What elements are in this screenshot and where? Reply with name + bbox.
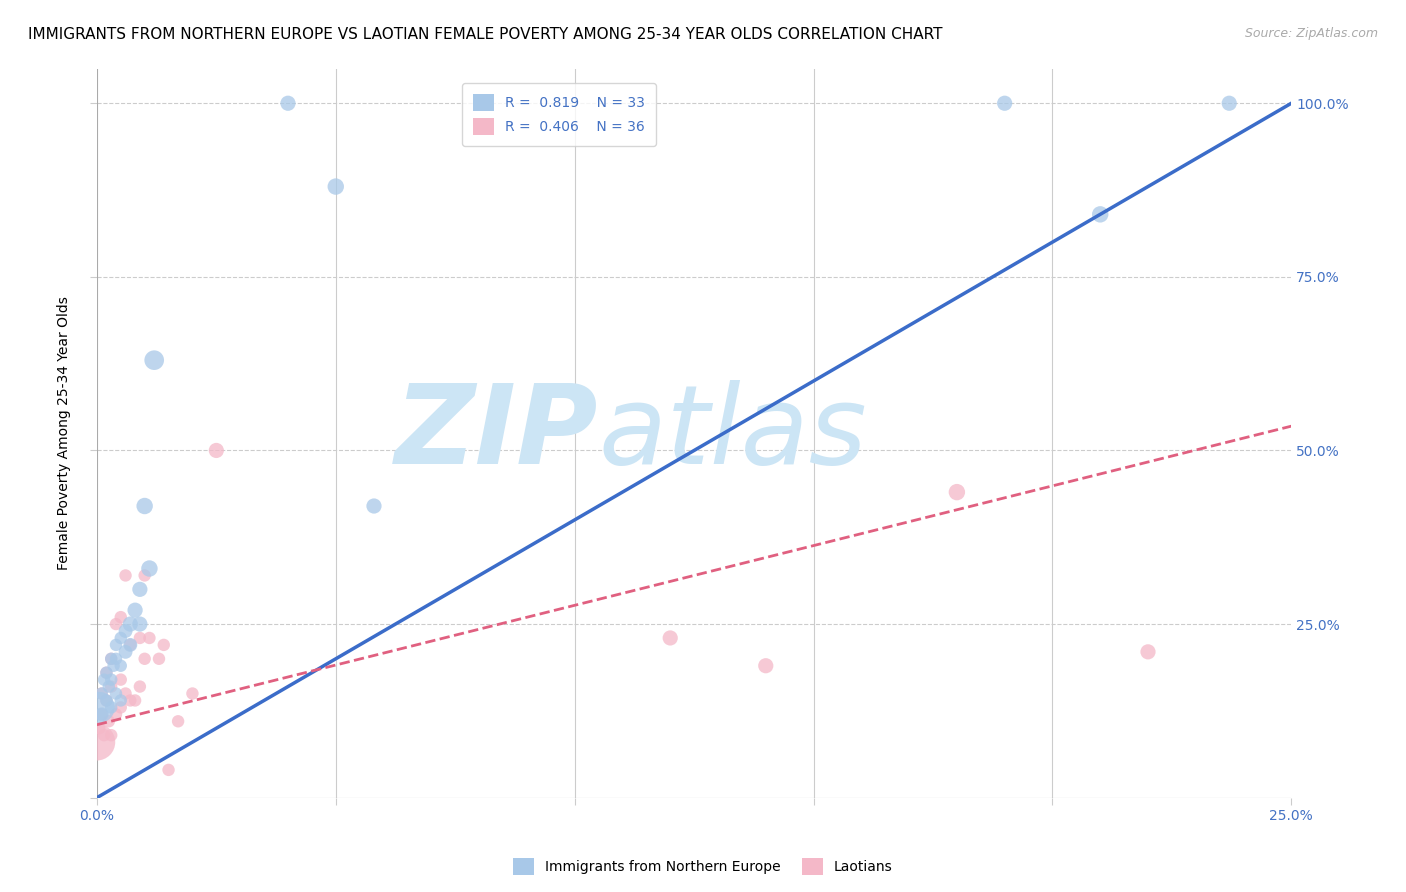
Point [994,96,1017,111]
Legend: R =  0.819    N = 33, R =  0.406    N = 36: R = 0.819 N = 33, R = 0.406 N = 36 [463,83,657,145]
Point [110,700,132,714]
Point [205,443,228,458]
Point [124,603,146,617]
Point [100,700,122,714]
Point [89,700,111,714]
Point [152,638,174,652]
Point [114,645,136,659]
Point [96,693,118,707]
Point [104,686,127,700]
Point [120,693,142,707]
Point [90,707,112,722]
Point [114,624,136,638]
Point [120,638,142,652]
Point [114,568,136,582]
Point [104,617,127,632]
Point [100,728,122,742]
Point [110,673,132,687]
Point [134,568,156,582]
Point [97,680,120,694]
Point [946,485,969,500]
Point [97,714,120,729]
Point [89,721,111,735]
Point [1218,96,1240,111]
Point [363,499,385,513]
Point [104,652,127,666]
Point [110,658,132,673]
Point [100,652,122,666]
Point [120,638,142,652]
Text: Source: ZipAtlas.com: Source: ZipAtlas.com [1244,27,1378,40]
Text: atlas: atlas [599,380,868,487]
Point [134,652,156,666]
Point [148,652,170,666]
Point [157,763,180,777]
Point [104,707,127,722]
Point [134,499,156,513]
Point [96,665,118,680]
Point [90,686,112,700]
Point [100,652,122,666]
Point [110,610,132,624]
Point [104,638,127,652]
Point [138,561,160,575]
Point [120,617,142,632]
Point [90,707,112,722]
Y-axis label: Female Poverty Among 25-34 Year Olds: Female Poverty Among 25-34 Year Olds [58,296,72,570]
Point [128,582,150,597]
Point [128,680,150,694]
Point [755,658,778,673]
Point [128,617,150,632]
Point [124,693,146,707]
Point [277,96,299,111]
Point [110,631,132,645]
Point [143,353,166,368]
Point [1090,207,1112,221]
Point [128,631,150,645]
Point [138,631,160,645]
Point [1136,645,1159,659]
Point [103,658,125,673]
Point [86,735,108,749]
Point [325,179,347,194]
Point [114,686,136,700]
Point [167,714,190,729]
Point [100,673,122,687]
Point [100,680,122,694]
Point [110,693,132,707]
Text: IMMIGRANTS FROM NORTHERN EUROPE VS LAOTIAN FEMALE POVERTY AMONG 25-34 YEAR OLDS : IMMIGRANTS FROM NORTHERN EUROPE VS LAOTI… [28,27,942,42]
Point [90,686,112,700]
Text: ZIP: ZIP [395,380,599,487]
Legend: Immigrants from Northern Europe, Laotians: Immigrants from Northern Europe, Laotian… [508,853,898,880]
Point [93,728,115,742]
Point [96,693,118,707]
Point [93,673,115,687]
Point [659,631,682,645]
Point [181,686,204,700]
Point [96,665,118,680]
